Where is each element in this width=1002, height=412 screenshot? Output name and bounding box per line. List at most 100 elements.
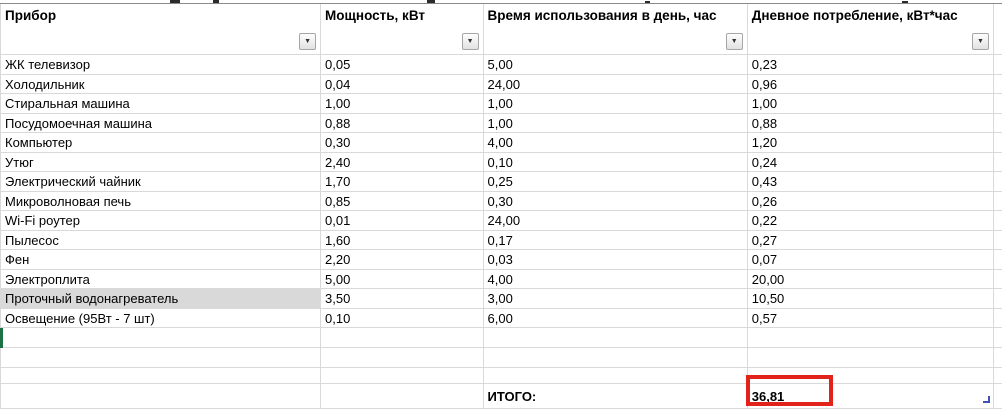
cell-hours[interactable]: 0,03 [484, 250, 748, 269]
row-filler [994, 289, 1002, 308]
cell-consumption[interactable]: 0,23 [748, 55, 994, 74]
cell-power[interactable]: 2,20 [321, 250, 484, 269]
total-row: ИТОГО: 36,81 [0, 384, 1002, 409]
column-header-label: Мощность, кВт [325, 8, 425, 23]
cell-consumption[interactable]: 0,57 [748, 308, 994, 327]
cell-consumption[interactable]: 0,07 [748, 250, 994, 269]
cell-appliance[interactable]: Пылесос [1, 230, 322, 249]
cell-appliance[interactable]: Освещение (95Вт - 7 шт) [1, 308, 322, 327]
empty-cell[interactable] [484, 368, 748, 383]
cell-hours[interactable]: 24,00 [484, 74, 748, 93]
cell-appliance[interactable]: Электрический чайник [1, 172, 322, 191]
row-filler [994, 192, 1002, 211]
row-filler [994, 348, 1002, 367]
cell-appliance[interactable]: Микроволновая печь [1, 191, 322, 210]
cell-power[interactable]: 0,30 [321, 133, 484, 152]
row-filler [994, 384, 1002, 408]
cell-power[interactable]: 0,05 [321, 55, 484, 74]
cell-consumption[interactable]: 0,96 [748, 74, 994, 93]
empty-cell[interactable] [1, 368, 322, 383]
cell-appliance[interactable]: Проточный водонагреватель [1, 289, 322, 308]
total-label-cell[interactable]: ИТОГО: [484, 384, 748, 408]
cell-hours[interactable]: 5,00 [484, 55, 748, 74]
empty-cell[interactable] [1, 328, 322, 347]
table-row: Фен 2,20 0,03 0,07 [0, 250, 1002, 270]
cell-appliance[interactable]: Wi-Fi роутер [1, 211, 322, 230]
filter-dropdown-button[interactable]: ▼ [972, 33, 989, 50]
empty-cell[interactable] [321, 384, 484, 408]
total-value: 36,81 [751, 389, 785, 404]
cell-hours[interactable]: 0,17 [484, 230, 748, 249]
cell-power[interactable]: 0,10 [321, 308, 484, 327]
empty-cell[interactable] [1, 348, 322, 367]
cell-power[interactable]: 0,01 [321, 211, 484, 230]
cell-appliance[interactable]: Компьютер [1, 133, 322, 152]
row-filler [994, 328, 1002, 347]
cell-consumption[interactable]: 1,20 [748, 133, 994, 152]
header-cell-power[interactable]: Мощность, кВт ▼ [321, 4, 484, 54]
empty-cell[interactable] [748, 328, 994, 347]
empty-cell[interactable] [321, 368, 484, 383]
cell-hours[interactable]: 4,00 [484, 269, 748, 288]
filter-dropdown-button[interactable]: ▼ [725, 33, 743, 50]
row-filler [994, 309, 1002, 328]
clipped-text-artifact [213, 0, 219, 3]
cell-appliance[interactable]: Утюг [1, 152, 322, 171]
empty-cell[interactable] [748, 348, 994, 367]
cell-power[interactable]: 0,85 [321, 191, 484, 210]
filter-dropdown-icon: ▼ [304, 38, 311, 45]
cell-appliance[interactable]: Холодильник [1, 74, 322, 93]
cell-hours[interactable]: 1,00 [484, 94, 748, 113]
table-row: Стиральная машина 1,00 1,00 1,00 [0, 94, 1002, 114]
cell-consumption[interactable]: 0,27 [748, 230, 994, 249]
cell-power[interactable]: 1,70 [321, 172, 484, 191]
cell-consumption[interactable]: 0,43 [748, 172, 994, 191]
cell-appliance[interactable]: Посудомоечная машина [1, 113, 322, 132]
cell-power[interactable]: 0,88 [321, 113, 484, 132]
cell-consumption[interactable]: 0,26 [748, 191, 994, 210]
cell-hours[interactable]: 0,25 [484, 172, 748, 191]
cell-appliance[interactable]: Стиральная машина [1, 94, 322, 113]
cell-consumption[interactable]: 0,22 [748, 211, 994, 230]
cell-consumption[interactable]: 20,00 [748, 269, 994, 288]
empty-cell[interactable] [321, 328, 484, 347]
cell-power[interactable]: 1,60 [321, 230, 484, 249]
cell-hours[interactable]: 6,00 [484, 308, 748, 327]
cell-power[interactable]: 0,04 [321, 74, 484, 93]
cell-power[interactable]: 2,40 [321, 152, 484, 171]
cell-consumption[interactable]: 0,88 [748, 113, 994, 132]
cell-appliance[interactable]: Фен [1, 250, 322, 269]
header-cell-daily-consumption[interactable]: Дневное потребление, кВт*час ▼ [748, 4, 994, 54]
row-filler [994, 211, 1002, 230]
column-header-label: Дневное потребление, кВт*час [751, 8, 958, 23]
total-value-cell[interactable]: 36,81 [748, 384, 994, 408]
cell-consumption[interactable]: 1,00 [748, 94, 994, 113]
empty-cell[interactable] [484, 328, 748, 347]
cell-appliance[interactable]: Электроплита [1, 269, 322, 288]
cell-power[interactable]: 3,50 [321, 289, 484, 308]
cell-power[interactable]: 5,00 [321, 269, 484, 288]
cell-hours[interactable]: 24,00 [484, 211, 748, 230]
header-cell-appliance[interactable]: Прибор ▼ [1, 4, 322, 54]
filter-dropdown-button[interactable]: ▼ [299, 33, 317, 50]
header-cell-usage-time[interactable]: Время использования в день, час ▼ [484, 4, 748, 54]
cell-consumption[interactable]: 10,50 [748, 289, 994, 308]
empty-cell[interactable] [748, 368, 994, 383]
empty-cell[interactable] [321, 348, 484, 367]
cell-hours[interactable]: 0,10 [484, 152, 748, 171]
filter-dropdown-icon: ▼ [730, 38, 738, 45]
cell-power[interactable]: 1,00 [321, 94, 484, 113]
clipped-text-artifact [170, 0, 180, 3]
empty-cell[interactable] [1, 384, 322, 408]
cell-hours[interactable]: 1,00 [484, 113, 748, 132]
empty-row [0, 328, 1002, 348]
cell-appliance[interactable]: ЖК телевизор [1, 55, 322, 74]
row-filler [994, 231, 1002, 250]
cell-hours[interactable]: 4,00 [484, 133, 748, 152]
filter-dropdown-button[interactable]: ▼ [461, 33, 479, 50]
cell-consumption[interactable]: 0,24 [748, 152, 994, 171]
cell-hours[interactable]: 0,30 [484, 191, 748, 210]
table-range-corner-marker [983, 396, 990, 403]
empty-cell[interactable] [484, 348, 748, 367]
cell-hours[interactable]: 3,00 [484, 289, 748, 308]
